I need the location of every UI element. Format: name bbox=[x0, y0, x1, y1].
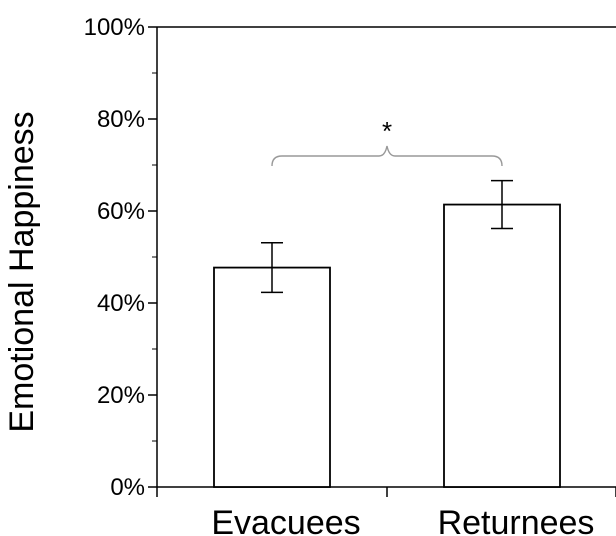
x-labels: Evacuees Returnees bbox=[211, 504, 594, 536]
bars bbox=[213, 203, 561, 488]
significance-brace bbox=[271, 145, 503, 167]
y-tick-label: 80% bbox=[97, 106, 145, 133]
x-category-label: Returnees bbox=[438, 504, 595, 536]
error-bars bbox=[261, 179, 513, 294]
y-tick-label: 40% bbox=[97, 290, 145, 317]
significance-star: * bbox=[382, 116, 392, 146]
y-tick-label: 20% bbox=[97, 382, 145, 409]
x-category-label: Evacuees bbox=[211, 504, 360, 536]
bar bbox=[443, 203, 561, 488]
y-ticks: 0% 20% 40% 60% 80% 100% bbox=[84, 14, 157, 501]
y-tick-label: 0% bbox=[110, 474, 145, 501]
y-tick-label: 60% bbox=[97, 198, 145, 225]
significance-annotation: * bbox=[271, 116, 503, 167]
y-tick-label: 100% bbox=[84, 14, 145, 41]
bar bbox=[213, 266, 331, 488]
y-axis-title: Emotional Happiness bbox=[3, 111, 41, 432]
